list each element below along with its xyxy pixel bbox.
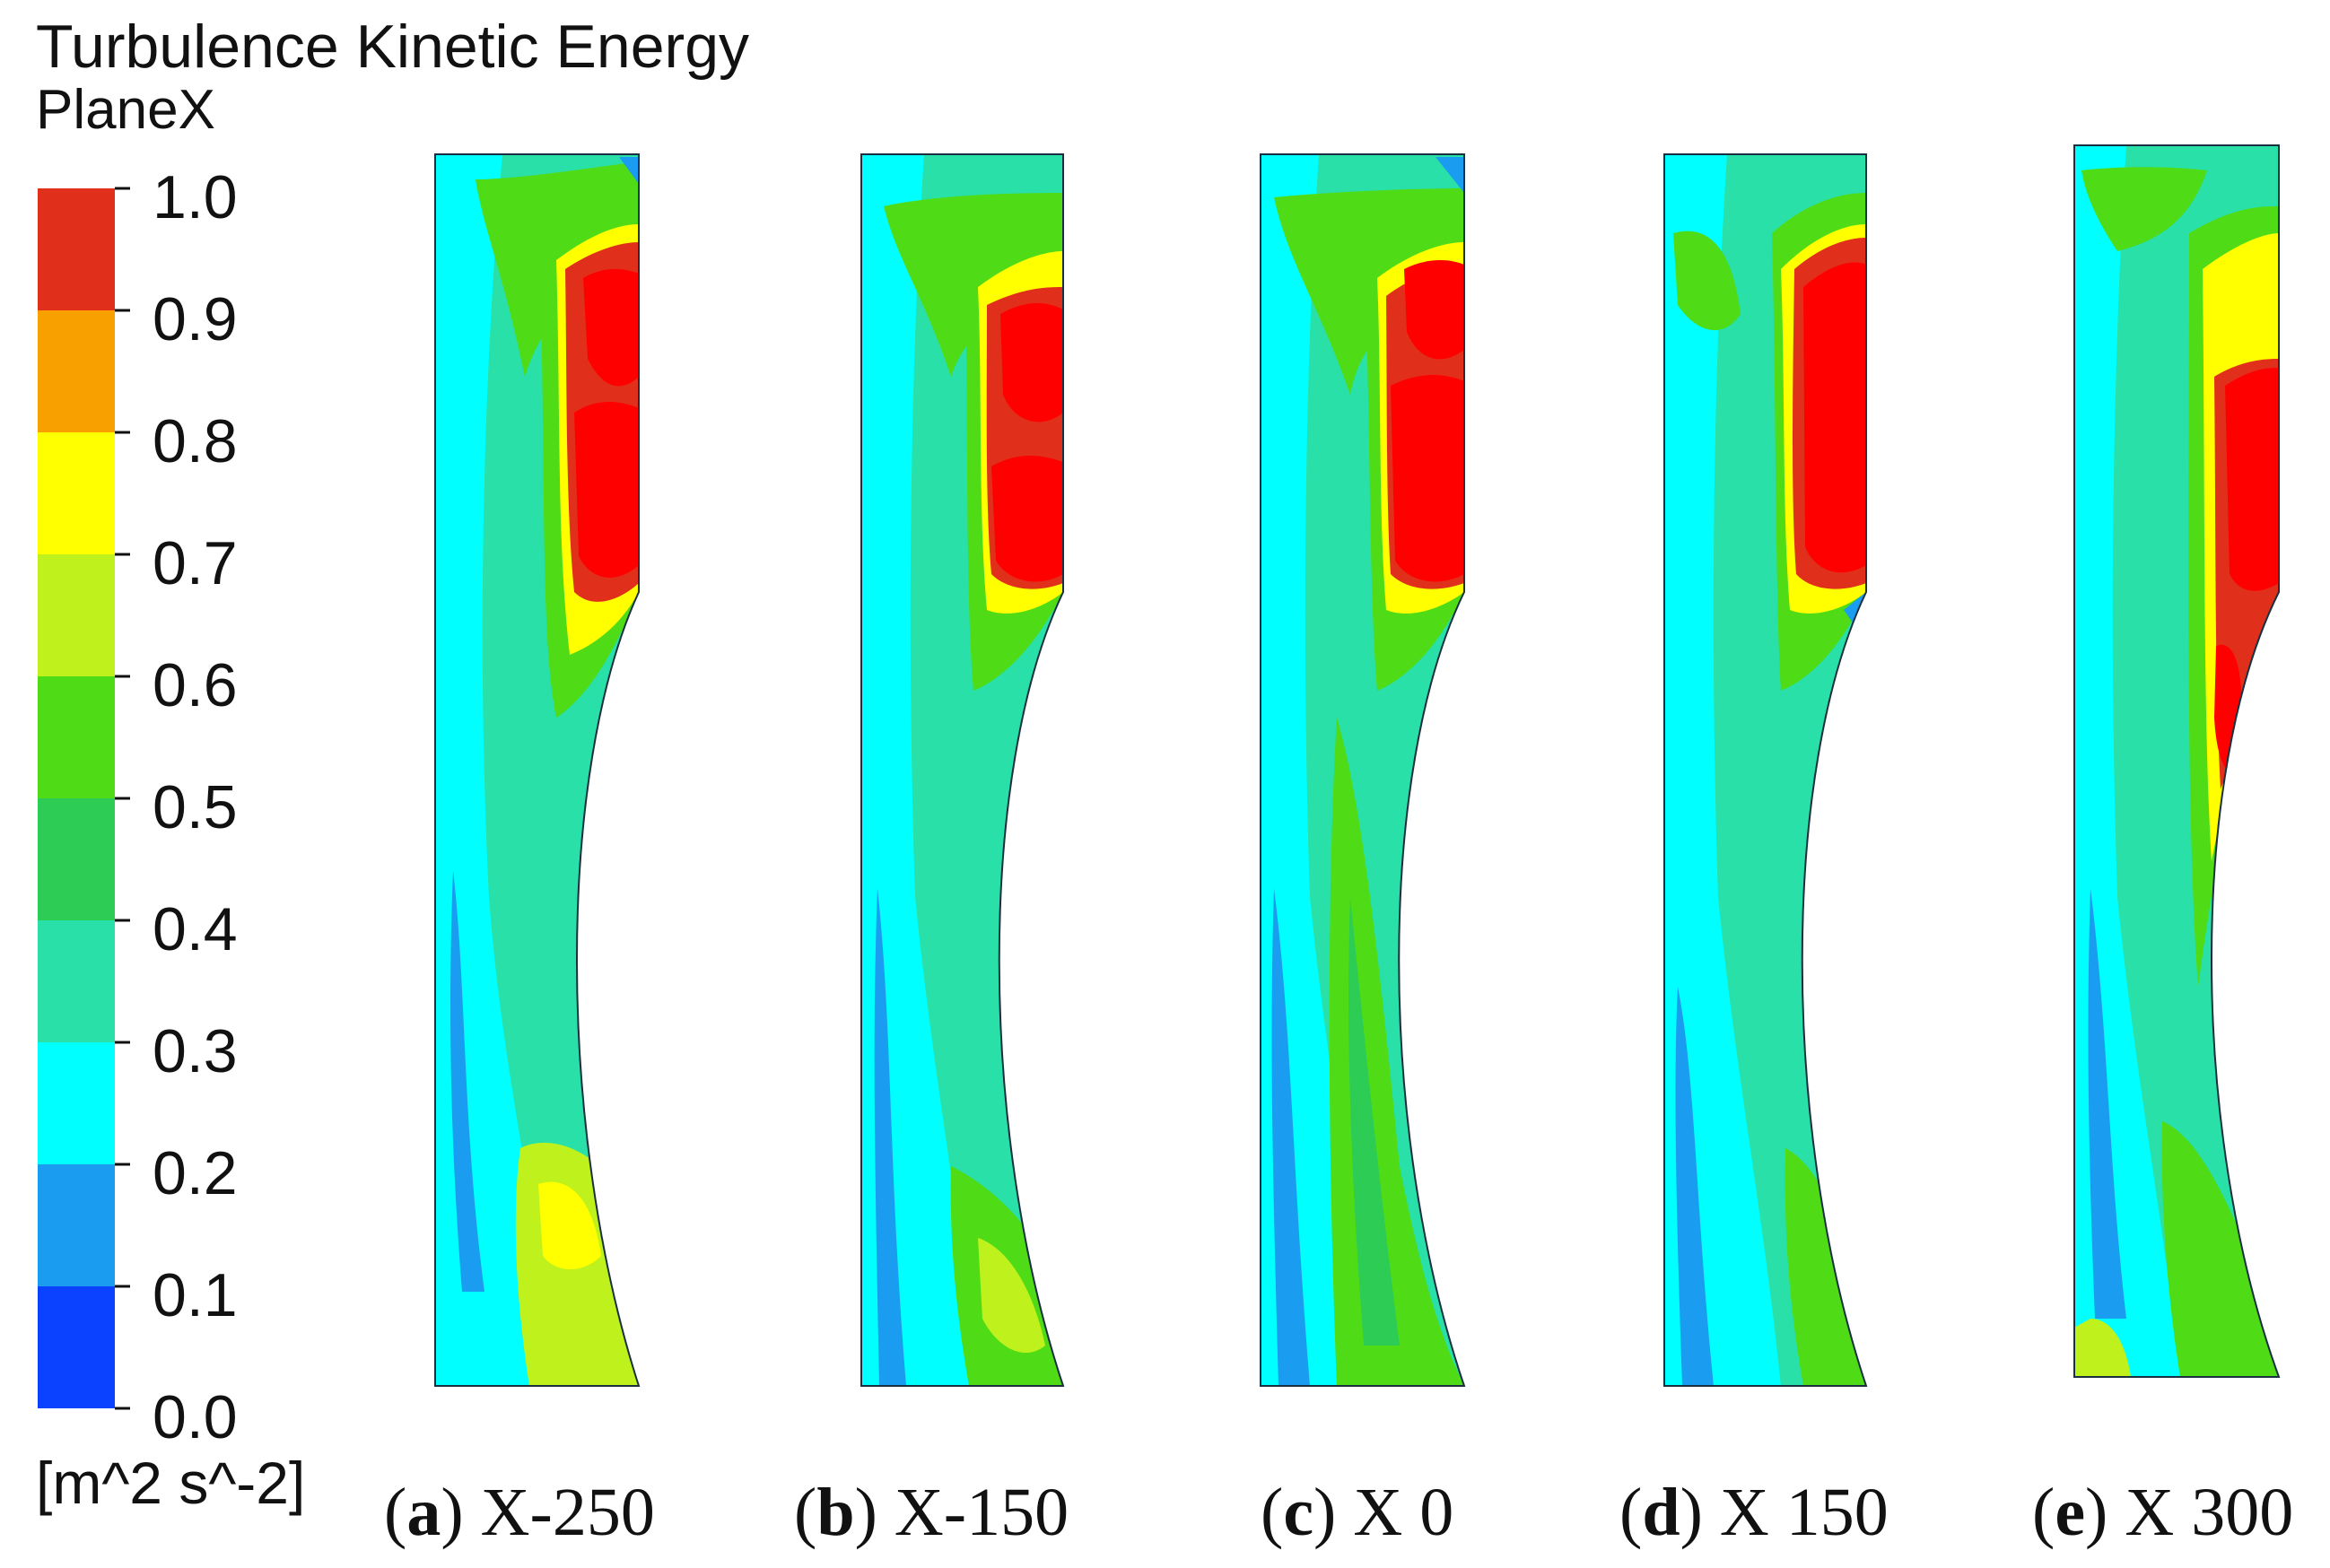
- panel-label: X-150: [894, 1475, 1069, 1550]
- color-bar-segment: [38, 676, 115, 798]
- color-bar-segment: [38, 920, 115, 1042]
- colorbar-tick-label: 0.3: [153, 1017, 238, 1085]
- panel-letter: e: [2055, 1475, 2086, 1550]
- color-bar-segment: [38, 188, 115, 310]
- color-bar-segment: [38, 554, 115, 676]
- panel-letter: d: [1642, 1475, 1680, 1550]
- contour-panel-d: [1664, 154, 1866, 1386]
- legend-unit: [m^2 s^-2]: [36, 1450, 306, 1516]
- panel-label: X 0: [1353, 1475, 1454, 1550]
- color-bar-segment: [38, 1286, 115, 1408]
- contour-panel-b: [861, 154, 1063, 1386]
- color-bar-segment: [38, 432, 115, 554]
- color-bar-segment: [38, 1164, 115, 1286]
- legend-title: Turbulence Kinetic Energy: [36, 13, 750, 81]
- panel-caption-e: (e) X 300: [2032, 1475, 2294, 1550]
- colorbar-tick-label: 1.0: [153, 163, 238, 231]
- color-bar-segment: [38, 1042, 115, 1164]
- panel-caption-b: (b) X-150: [794, 1475, 1069, 1550]
- color-bar-segment: [38, 798, 115, 920]
- contour-panel-a: [435, 154, 639, 1386]
- panel-caption-d: (d) X 150: [1619, 1475, 1889, 1550]
- colorbar-tick-label: 0.0: [153, 1383, 238, 1451]
- panel-label: X 300: [2125, 1475, 2294, 1550]
- colorbar-tick-label: 0.5: [153, 773, 238, 841]
- panel-caption-c: (c) X 0: [1261, 1475, 1454, 1550]
- panel-label: X 150: [1719, 1475, 1889, 1550]
- contour-panel-c: [1261, 154, 1464, 1386]
- colorbar-tick-label: 0.9: [153, 285, 238, 353]
- panel-letter: b: [816, 1475, 855, 1550]
- legend-subtitle: PlaneX: [36, 79, 215, 141]
- colorbar-tick-label: 0.7: [153, 529, 238, 597]
- color-bar: [38, 187, 130, 1410]
- color-bar-segment: [38, 310, 115, 432]
- panel-label: X-250: [480, 1475, 655, 1550]
- panel-letter: a: [406, 1475, 441, 1550]
- colorbar-tick-label: 0.1: [153, 1261, 238, 1329]
- colorbar-tick-label: 0.4: [153, 895, 238, 963]
- colorbar-tick-label: 0.8: [153, 407, 238, 475]
- contour-panel-e: [2074, 145, 2279, 1377]
- colorbar-tick-label: 0.2: [153, 1139, 238, 1207]
- colorbar-tick-label: 0.6: [153, 651, 238, 719]
- panel-caption-a: (a) X-250: [384, 1475, 655, 1550]
- panel-letter: c: [1283, 1475, 1314, 1550]
